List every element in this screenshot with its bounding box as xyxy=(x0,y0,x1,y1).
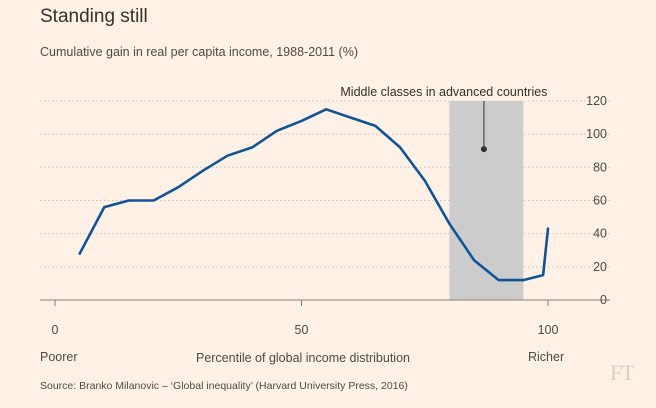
y-tick-label-40: 40 xyxy=(593,227,607,241)
x-tick-label-0: 0 xyxy=(52,323,59,337)
annotation-label: Middle classes in advanced countries xyxy=(340,85,547,99)
series-line xyxy=(78,108,550,282)
annotation-marker xyxy=(480,146,487,153)
x-axis-label: Percentile of global income distribution xyxy=(196,351,410,365)
y-tick-label-80: 80 xyxy=(593,160,607,174)
source-note: Source: Branko Milanovic – ‘Global inequ… xyxy=(40,380,408,392)
y-tick-label-60: 60 xyxy=(593,194,607,208)
highlight-band xyxy=(449,101,524,300)
y-axis: 0 20 40 60 80 100 120 xyxy=(586,94,607,307)
chart-title: Standing still xyxy=(40,6,148,27)
richer-label: Richer xyxy=(528,350,565,364)
x-axis: 0 50 100 xyxy=(40,299,610,337)
x-tick-label-50: 50 xyxy=(295,323,309,337)
y-tick-label-0: 0 xyxy=(600,293,607,307)
y-tick-label-20: 20 xyxy=(593,260,607,274)
x-tick-label-100: 100 xyxy=(538,323,559,337)
y-tick-label-100: 100 xyxy=(586,127,607,141)
grid-lines xyxy=(40,100,610,268)
poorer-label: Poorer xyxy=(40,350,78,364)
chart-subtitle: Cumulative gain in real per capita incom… xyxy=(40,45,358,59)
y-tick-label-120: 120 xyxy=(586,94,607,108)
ft-logo: FT xyxy=(610,360,635,385)
